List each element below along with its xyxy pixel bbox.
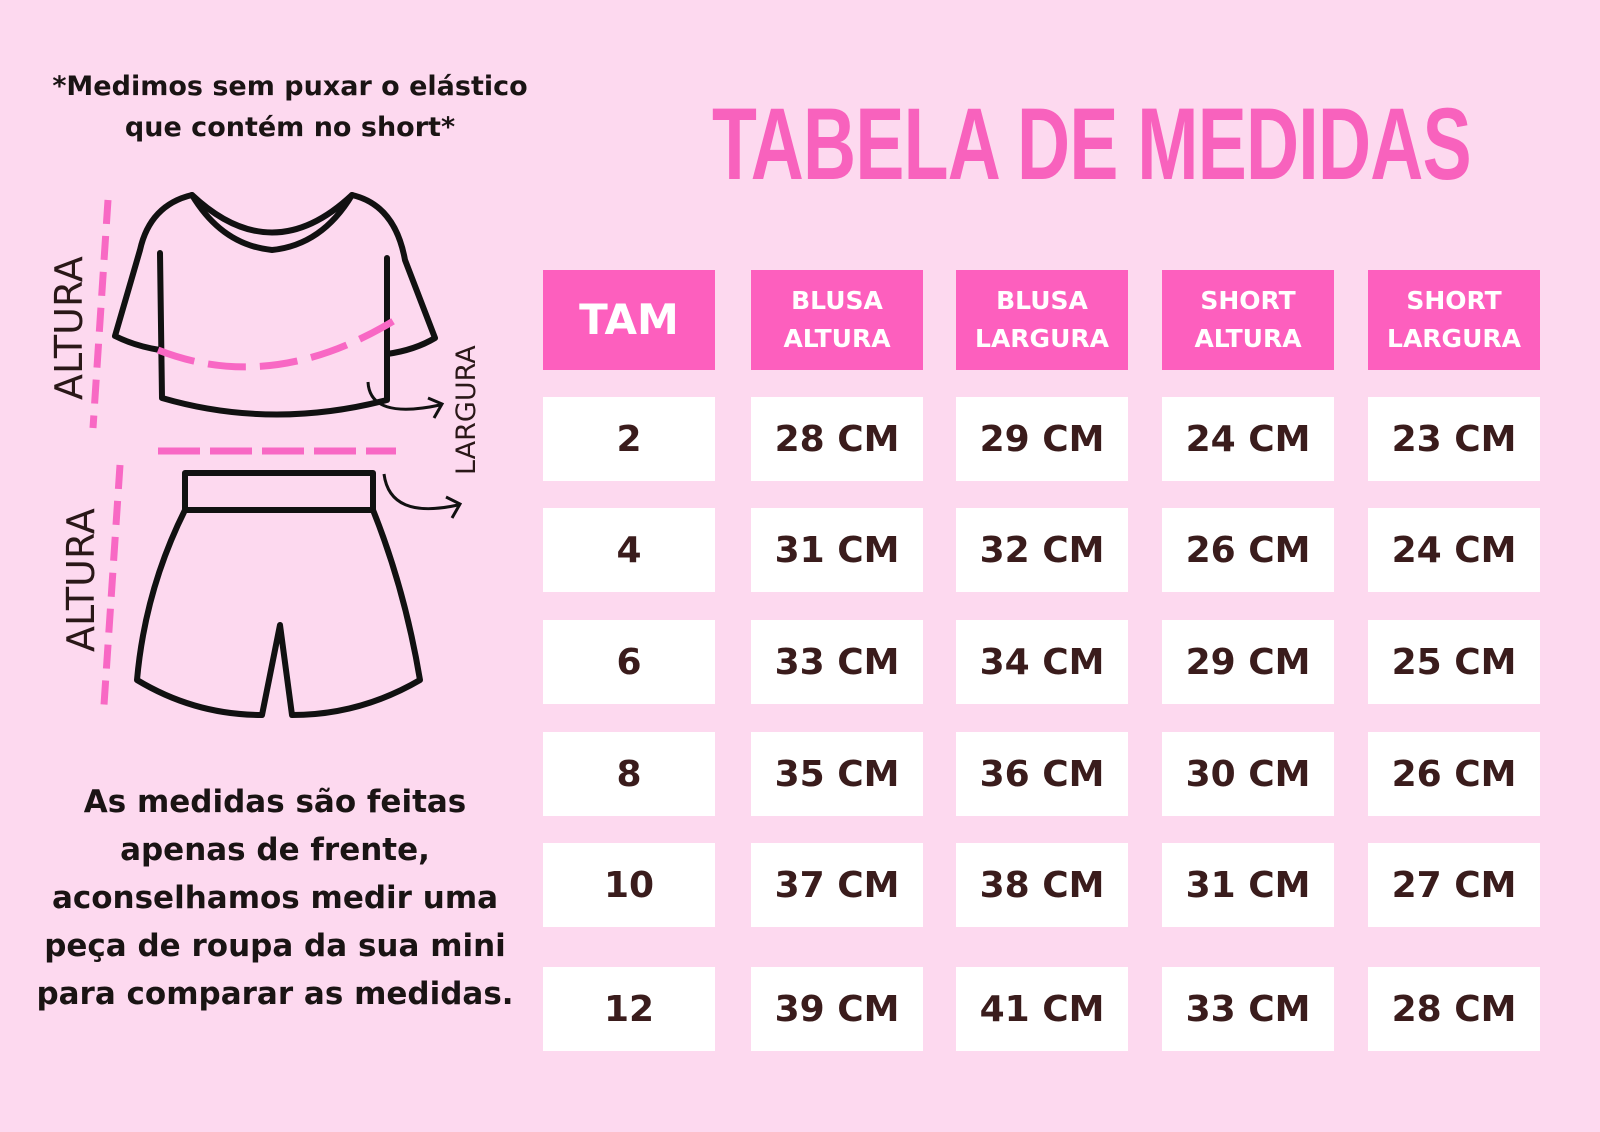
column-header: SHORT LARGURA <box>1368 270 1540 370</box>
measurement-cell: 38 CM <box>956 843 1128 927</box>
measurement-cell: 27 CM <box>1368 843 1540 927</box>
measurement-cell: 28 CM <box>751 397 923 481</box>
column-header: BLUSA LARGURA <box>956 270 1128 370</box>
measurement-cell: 23 CM <box>1368 397 1540 481</box>
measurement-cell: 32 CM <box>956 508 1128 592</box>
width-label: LARGURA <box>451 345 482 475</box>
measurement-cell: 24 CM <box>1162 397 1334 481</box>
measurement-cell: 31 CM <box>751 508 923 592</box>
blouse-icon <box>112 192 438 418</box>
measurement-cell: 26 CM <box>1162 508 1334 592</box>
measurement-cell: 29 CM <box>956 397 1128 481</box>
measurement-cell: 24 CM <box>1368 508 1540 592</box>
column-header: TAM <box>543 270 715 370</box>
garment-illustration: ALTURA LARGURA ALTURA <box>47 192 482 718</box>
measurement-cell: 33 CM <box>1162 967 1334 1051</box>
measurement-cell: 26 CM <box>1368 732 1540 816</box>
measurement-cell: 33 CM <box>751 620 923 704</box>
size-cell: 2 <box>543 397 715 481</box>
page-title: TABELA DE MEDIDAS <box>712 87 1472 201</box>
measurement-note: As medidas são feitas apenas de frente, … <box>36 784 514 1012</box>
size-cell: 4 <box>543 508 715 592</box>
measurement-cell: 34 CM <box>956 620 1128 704</box>
measurement-cell: 29 CM <box>1162 620 1334 704</box>
measurement-cell: 37 CM <box>751 843 923 927</box>
measurement-cell: 36 CM <box>956 732 1128 816</box>
measurement-cell: 30 CM <box>1162 732 1334 816</box>
measurement-cell: 25 CM <box>1368 620 1540 704</box>
arrow-icon <box>366 381 463 519</box>
blouse-width-dashed-line <box>156 317 397 371</box>
elastic-note: *Medimos sem puxar o elástico que contém… <box>52 71 528 143</box>
size-cell: 12 <box>543 967 715 1051</box>
measurement-cell: 35 CM <box>751 732 923 816</box>
blouse-height-dashed-line <box>89 199 112 429</box>
short-icon <box>134 470 423 718</box>
blouse-height-label: ALTURA <box>47 256 91 400</box>
measurement-cell: 28 CM <box>1368 967 1540 1051</box>
measurement-cell: 31 CM <box>1162 843 1334 927</box>
size-cell: 8 <box>543 732 715 816</box>
measurement-cell: 39 CM <box>751 967 923 1051</box>
short-height-label: ALTURA <box>59 508 103 652</box>
column-header: BLUSA ALTURA <box>751 270 923 370</box>
short-height-dashed-line <box>100 464 124 706</box>
size-cell: 6 <box>543 620 715 704</box>
size-cell: 10 <box>543 843 715 927</box>
measurement-cell: 41 CM <box>956 967 1128 1051</box>
column-header: SHORT ALTURA <box>1162 270 1334 370</box>
